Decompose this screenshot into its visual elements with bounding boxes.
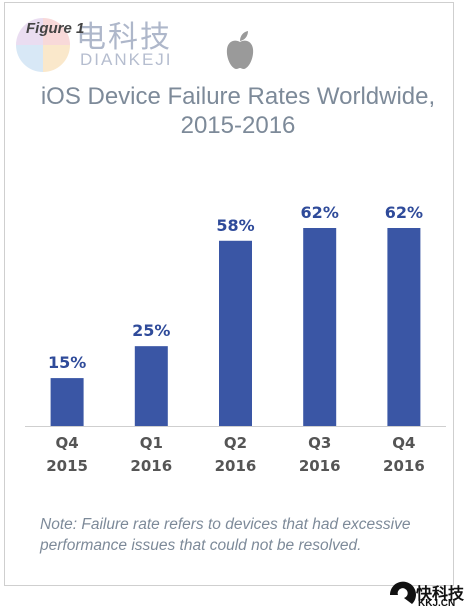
watermark-logo-icon <box>16 18 70 72</box>
chart-note: Note: Failure rate refers to devices tha… <box>40 516 411 554</box>
bar-value-label-3: 62% <box>301 203 339 222</box>
watermark-en-text: DIANKEJI <box>80 50 173 69</box>
bar-value-label-0: 15% <box>48 353 86 372</box>
bar-3 <box>303 228 337 426</box>
watermark-bottom-cn-text: 快科技 <box>416 586 465 603</box>
chart-title: iOS Device Failure Rates Worldwide, 2015… <box>40 83 436 139</box>
bar-1 <box>134 346 168 426</box>
bar-2 <box>219 240 252 426</box>
bar-value-label-1: 25% <box>132 321 170 340</box>
x-tick-label-3-0: Q3 <box>308 434 331 452</box>
apple-logo-icon <box>226 31 254 69</box>
x-tick-label-0-0: Q4 <box>55 434 78 452</box>
figure-label: Figure 1 <box>26 20 85 37</box>
bar-0 <box>50 378 84 426</box>
x-tick-label-4-0: Q4 <box>392 434 415 452</box>
x-tick-label-1-1: 2016 <box>130 457 172 475</box>
watermark-cn-text: 电科技 <box>76 21 172 54</box>
watermark-bottom-logo-icon <box>389 581 416 604</box>
bar-chart: 15% Q4 2015 25% Q1 2016 58% Q2 2016 62% Q3 2016 62% Q… <box>25 203 446 475</box>
x-tick-label-0-1: 2015 <box>46 457 88 475</box>
figure-frame <box>4 2 454 586</box>
x-tick-label-1-0: Q1 <box>140 434 163 452</box>
bar-4 <box>387 228 421 426</box>
watermark-bottom-en-text: KKJ.CN <box>418 598 456 609</box>
bar-value-label-2: 58% <box>216 216 254 235</box>
x-tick-label-2-0: Q2 <box>224 434 247 452</box>
x-tick-label-4-1: 2016 <box>383 457 425 475</box>
bar-value-label-4: 62% <box>385 203 423 222</box>
x-tick-label-3-1: 2016 <box>299 457 341 475</box>
x-tick-label-2-1: 2016 <box>215 457 257 475</box>
